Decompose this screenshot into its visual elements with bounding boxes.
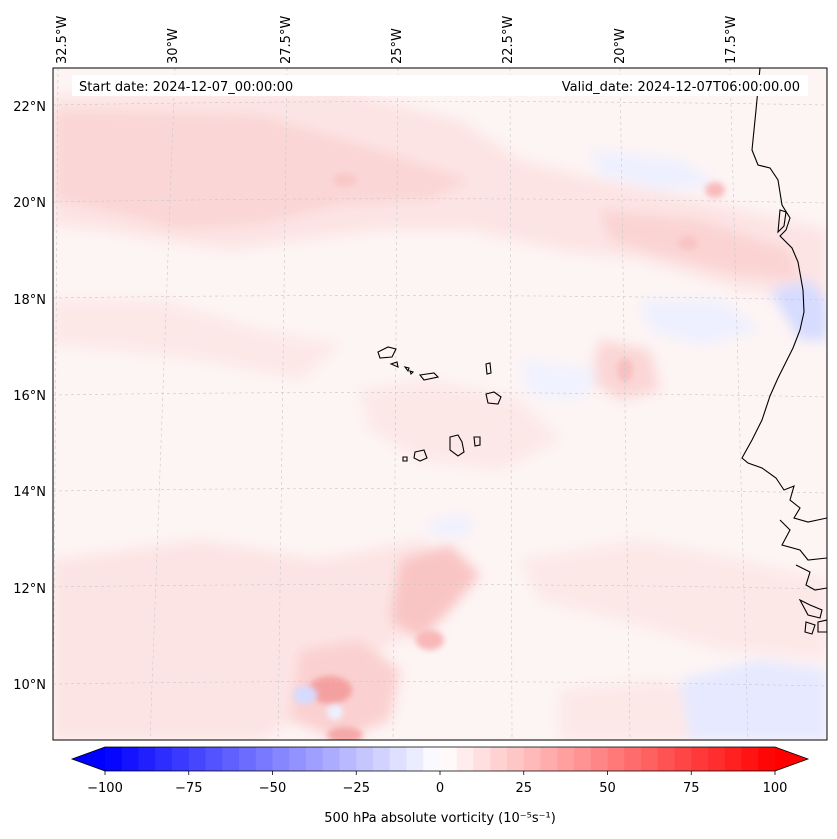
colorbar-segment	[272, 747, 290, 771]
colorbar-segment	[205, 747, 223, 771]
colorbar-segment	[691, 747, 709, 771]
colorbar-extend-high	[775, 747, 808, 771]
colorbar-segment	[674, 747, 692, 771]
colorbar-segments	[105, 747, 776, 771]
vorticity-field	[53, 68, 827, 740]
colorbar-segment	[322, 747, 341, 771]
colorbar-segment	[289, 747, 307, 771]
colorbar-segment	[406, 747, 424, 771]
lon-label: 27.5°W	[279, 16, 294, 64]
colorbar-segment	[306, 747, 324, 771]
colorbar-segment	[440, 747, 458, 771]
colorbar-segment	[641, 747, 659, 771]
lon-label: 20°W	[613, 28, 628, 64]
lat-label: 20°N	[13, 196, 46, 211]
colorbar-segment	[239, 747, 257, 771]
colorbar-segment	[657, 747, 676, 771]
colorbar: −100 −75 −50 −25 0 25 50 75 100 500 hPa …	[70, 746, 810, 826]
colorbar-segment	[557, 747, 575, 771]
colorbar-tick-label: 100	[763, 781, 788, 796]
lat-label: 22°N	[13, 100, 46, 115]
colorbar-segment	[121, 747, 140, 771]
lat-label: 10°N	[13, 678, 46, 693]
colorbar-segment	[473, 747, 491, 771]
lon-label: 22.5°W	[501, 16, 516, 64]
colorbar-tick-label: 0	[436, 781, 444, 796]
colorbar-segment	[607, 747, 625, 771]
lat-label: 12°N	[13, 582, 46, 597]
colorbar-segment	[188, 747, 207, 771]
colorbar-extend-low	[72, 747, 105, 771]
lat-label: 18°N	[13, 293, 46, 308]
colorbar-segment	[255, 747, 274, 771]
valid-date-label: Valid_date: 2024-12-07T06:00:00.00	[562, 80, 800, 95]
lon-label: 32.5°W	[55, 16, 70, 64]
colorbar-tick-labels: −100 −75 −50 −25 0 25 50 75 100	[87, 781, 787, 796]
longitude-labels: 32.5°W 30°W 27.5°W 25°W 22.5°W 20°W 17.5…	[55, 16, 739, 64]
colorbar-ticks	[104, 771, 776, 775]
colorbar-segment	[172, 747, 190, 771]
colorbar-segment	[540, 747, 558, 771]
colorbar-segment	[741, 747, 759, 771]
colorbar-segment	[523, 747, 542, 771]
start-date-label: Start date: 2024-12-07_00:00:00	[79, 80, 293, 95]
coastline	[741, 68, 827, 635]
cape-verde-islands	[377, 346, 502, 462]
lat-label: 14°N	[13, 485, 46, 500]
colorbar-segment	[339, 747, 357, 771]
colorbar-tick-label: 50	[599, 781, 616, 796]
colorbar-tick-label: −25	[343, 781, 370, 796]
colorbar-tick-label: 25	[515, 781, 532, 796]
colorbar-segment	[507, 747, 525, 771]
colorbar-segment	[222, 747, 240, 771]
lat-label: 16°N	[13, 389, 46, 404]
date-header-box	[72, 75, 808, 96]
colorbar-segment	[138, 747, 156, 771]
lon-label: 17.5°W	[724, 16, 739, 64]
colorbar-segment	[389, 747, 408, 771]
latitude-labels: 22°N 20°N 18°N 16°N 14°N 12°N 10°N	[13, 100, 46, 693]
colorbar-segment	[356, 747, 374, 771]
colorbar-tick-label: −50	[259, 781, 286, 796]
colorbar-segment	[490, 747, 508, 771]
colorbar-segment	[456, 747, 475, 771]
colorbar-segment	[155, 747, 173, 771]
colorbar-segment	[758, 747, 776, 771]
colorbar-segment	[590, 747, 609, 771]
colorbar-segment	[624, 747, 642, 771]
lon-label: 25°W	[390, 28, 405, 64]
map-frame	[52, 67, 828, 741]
colorbar-tick-label: −100	[87, 781, 123, 796]
colorbar-label: 500 hPa absolute vorticity (10⁻⁵s⁻¹)	[324, 811, 556, 826]
colorbar-segment	[724, 747, 743, 771]
colorbar-segment	[708, 747, 726, 771]
colorbar-segment	[423, 747, 441, 771]
lon-label: 30°W	[166, 28, 181, 64]
colorbar-segment	[373, 747, 391, 771]
colorbar-segment	[574, 747, 592, 771]
colorbar-segment	[105, 747, 123, 771]
graticule	[53, 68, 827, 740]
colorbar-tick-label: −75	[175, 781, 202, 796]
colorbar-tick-label: 75	[683, 781, 700, 796]
